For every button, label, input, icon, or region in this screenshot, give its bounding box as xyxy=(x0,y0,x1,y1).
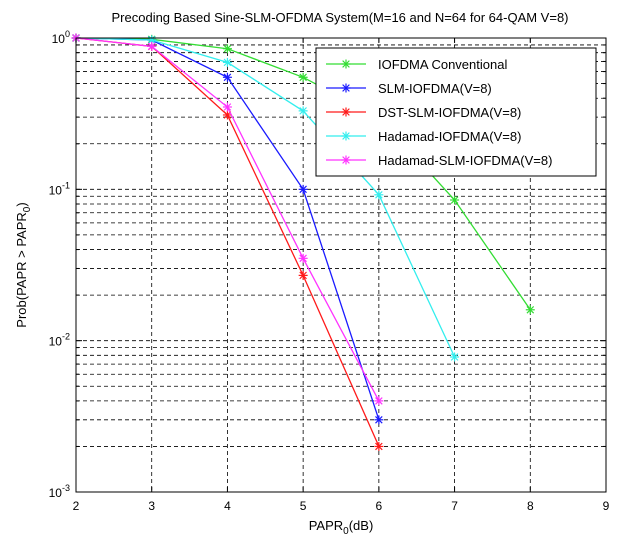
y-axis-label: Prob(PAPR > PAPR0) xyxy=(14,202,33,327)
x-tick-label: 4 xyxy=(224,499,231,513)
series-point-3 xyxy=(222,57,232,67)
legend-label: SLM-IOFDMA(V=8) xyxy=(378,81,492,96)
series-point-0 xyxy=(525,305,535,315)
x-axis-label: PAPR0(dB) xyxy=(309,518,374,537)
chart-title: Precoding Based Sine-SLM-OFDMA System(M=… xyxy=(112,10,569,25)
legend-label: IOFDMA Conventional xyxy=(378,57,507,72)
plot-frame xyxy=(75,37,607,493)
series-point-0 xyxy=(222,44,232,54)
series-point-3 xyxy=(450,352,460,362)
series-point-4 xyxy=(374,396,384,406)
series-point-4 xyxy=(222,102,232,112)
series-point-2 xyxy=(374,441,384,451)
series-point-0 xyxy=(450,195,460,205)
legend-marker xyxy=(341,155,351,165)
x-tick-label: 5 xyxy=(300,499,307,513)
legend-marker xyxy=(341,59,351,69)
legend-marker xyxy=(341,107,351,117)
series-line-3 xyxy=(75,37,456,358)
series-point-1 xyxy=(298,184,308,194)
series-group xyxy=(71,33,535,451)
legend-label: DST-SLM-IOFDMA(V=8) xyxy=(378,105,521,120)
legend-label: Hadamad-SLM-IOFDMA(V=8) xyxy=(378,153,552,168)
series-point-4 xyxy=(298,253,308,263)
series-point-2 xyxy=(222,110,232,120)
y-tick-label: 10-2 xyxy=(49,332,70,349)
series-point-3 xyxy=(298,106,308,116)
x-tick-label: 8 xyxy=(527,499,534,513)
x-tick-label: 6 xyxy=(376,499,383,513)
x-tick-label: 7 xyxy=(451,499,458,513)
series-point-1 xyxy=(222,72,232,82)
legend-marker xyxy=(341,131,351,141)
y-tick-label: 100 xyxy=(52,29,70,46)
legend-label: Hadamad-IOFDMA(V=8) xyxy=(378,129,521,144)
x-tick-label: 9 xyxy=(603,499,610,513)
series-point-0 xyxy=(298,72,308,82)
series-point-2 xyxy=(298,270,308,280)
series-point-3 xyxy=(374,190,384,200)
axis-ticks: 2 3 4 5 6 7 8 9 100 10-1 10-2 10-3 xyxy=(49,29,610,513)
x-tick-label: 3 xyxy=(148,499,155,513)
legend: IOFDMA Conventional SLM-IOFDMA(V=8) DST-SL… xyxy=(315,47,597,177)
series-point-4 xyxy=(147,41,157,51)
y-tick-label: 10-3 xyxy=(49,483,70,500)
y-tick-label: 10-1 xyxy=(49,180,70,197)
legend-marker xyxy=(341,83,351,93)
series-point-1 xyxy=(374,415,384,425)
x-tick-label: 2 xyxy=(73,499,80,513)
